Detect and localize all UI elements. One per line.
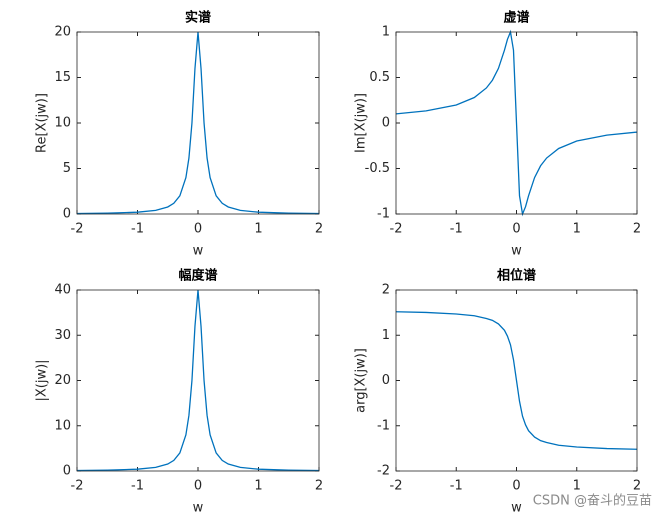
y-tick-label: 10 bbox=[54, 418, 71, 433]
x-tick-label: -1 bbox=[450, 222, 463, 237]
x-tick-label: 1 bbox=[573, 222, 581, 237]
x-tick-label: 2 bbox=[315, 479, 323, 494]
x-tick-label: 0 bbox=[512, 479, 520, 494]
axes-box bbox=[395, 289, 638, 472]
y-tick-label: -1 bbox=[377, 418, 390, 433]
x-tick-label: 0 bbox=[194, 479, 202, 494]
x-tick-label: -2 bbox=[71, 222, 84, 237]
y-tick-label: 2 bbox=[382, 283, 390, 298]
y-axis-label: Im[X(jw)] bbox=[354, 93, 369, 153]
x-axis-label: w bbox=[511, 244, 522, 259]
x-tick-label: -2 bbox=[71, 479, 84, 494]
y-axis-label: Re[X(jw)] bbox=[35, 93, 50, 153]
x-tick-label: -1 bbox=[131, 222, 144, 237]
y-axis-label: |X(jw)| bbox=[35, 359, 50, 401]
y-tick-label: 5 bbox=[63, 161, 71, 176]
y-tick-label: 0 bbox=[63, 464, 71, 479]
x-tick-label: 0 bbox=[194, 222, 202, 237]
y-tick-label: -0.5 bbox=[365, 161, 390, 176]
axes-box bbox=[76, 289, 320, 472]
y-tick-label: 10 bbox=[54, 116, 71, 131]
x-tick-label: -2 bbox=[390, 222, 403, 237]
y-tick-label: 40 bbox=[54, 283, 71, 298]
y-tick-label: 0 bbox=[382, 116, 390, 131]
plot-area bbox=[77, 32, 319, 214]
watermark: CSDN @奋斗的豆苗 bbox=[533, 493, 652, 509]
plot-area bbox=[77, 290, 319, 471]
y-tick-label: -2 bbox=[377, 464, 390, 479]
x-tick-label: 2 bbox=[633, 479, 641, 494]
axes-box bbox=[76, 31, 320, 215]
subplot-title: 实谱 bbox=[185, 10, 211, 26]
y-tick-label: 1 bbox=[382, 328, 390, 343]
x-tick-label: -1 bbox=[450, 479, 463, 494]
x-tick-label: 2 bbox=[315, 222, 323, 237]
x-tick-label: 1 bbox=[254, 479, 262, 494]
subplot-title: 幅度谱 bbox=[178, 268, 217, 284]
y-tick-label: 0 bbox=[382, 373, 390, 388]
x-tick-label: 1 bbox=[573, 479, 581, 494]
data-line bbox=[395, 29, 638, 217]
subplot-title: 虚谱 bbox=[503, 10, 529, 26]
y-tick-label: 0 bbox=[63, 207, 71, 222]
y-tick-label: 1 bbox=[382, 25, 390, 40]
y-tick-label: 0.5 bbox=[369, 70, 390, 85]
y-tick-label: 30 bbox=[54, 328, 71, 343]
y-tick-label: 20 bbox=[54, 25, 71, 40]
x-tick-label: 1 bbox=[254, 222, 262, 237]
x-axis-label: w bbox=[193, 501, 204, 516]
x-tick-label: -1 bbox=[131, 479, 144, 494]
x-axis-label: w bbox=[193, 244, 204, 259]
x-tick-label: 0 bbox=[512, 222, 520, 237]
data-line bbox=[395, 311, 638, 450]
x-tick-label: 2 bbox=[633, 222, 641, 237]
y-tick-label: -1 bbox=[377, 207, 390, 222]
axes-box bbox=[395, 31, 638, 215]
x-tick-label: -2 bbox=[390, 479, 403, 494]
x-axis-label: w bbox=[511, 501, 522, 516]
y-tick-label: 20 bbox=[54, 373, 71, 388]
y-axis-label: arg[X(jw)] bbox=[354, 348, 369, 413]
subplot-title: 相位谱 bbox=[497, 268, 536, 284]
y-tick-label: 15 bbox=[54, 70, 71, 85]
